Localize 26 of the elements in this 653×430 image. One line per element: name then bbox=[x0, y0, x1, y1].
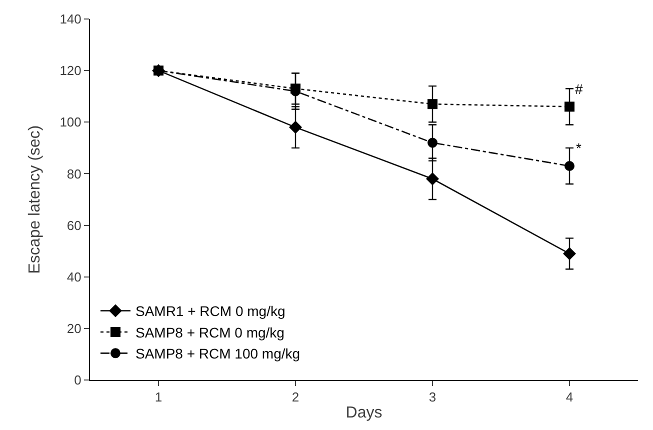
y-tick-label: 20 bbox=[66, 320, 82, 336]
annotation: * bbox=[576, 140, 582, 156]
legend-label: SAMP8 + RCM 0 mg/kg bbox=[135, 324, 284, 340]
legend-label: SAMP8 + RCM 100 mg/kg bbox=[135, 346, 300, 362]
point bbox=[563, 247, 576, 260]
x-tick-label: 2 bbox=[292, 390, 300, 405]
point bbox=[428, 99, 438, 110]
y-tick-label: 40 bbox=[66, 269, 82, 284]
x-axis-title: Days bbox=[346, 404, 382, 422]
legend-label: SAMR1 + RCM 0 mg/kg bbox=[135, 303, 286, 320]
point bbox=[426, 172, 439, 186]
y-tick-label: 60 bbox=[66, 218, 82, 233]
y-tick-label: 120 bbox=[60, 63, 82, 78]
y-tick-label: 100 bbox=[60, 114, 82, 130]
x-tick-label: 1 bbox=[154, 390, 162, 405]
point bbox=[289, 120, 302, 134]
point bbox=[564, 102, 574, 112]
y-tick-label: 0 bbox=[74, 372, 82, 388]
x-tick-label: 3 bbox=[428, 390, 436, 405]
x-tick-label: 4 bbox=[566, 390, 574, 405]
y-tick-label: 140 bbox=[60, 12, 82, 27]
annotation: # bbox=[575, 81, 583, 97]
y-axis-title: Escape latency (sec) bbox=[26, 125, 44, 274]
point bbox=[564, 160, 574, 171]
y-tick-label: 80 bbox=[66, 166, 82, 182]
point bbox=[428, 138, 438, 148]
